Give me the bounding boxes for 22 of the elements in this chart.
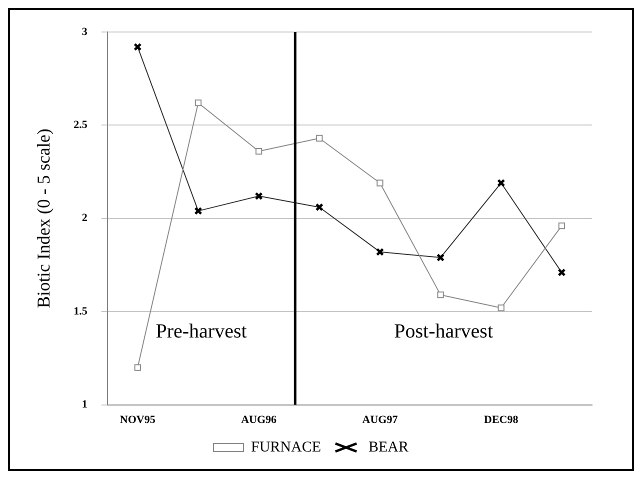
- point: [498, 304, 504, 312]
- point: [134, 364, 141, 371]
- point: [255, 148, 262, 155]
- y-tick-label: 2: [82, 212, 88, 224]
- point: [437, 291, 444, 298]
- y-tick-label: 1: [82, 398, 88, 411]
- x-tick-label: NOV95: [120, 414, 156, 426]
- y-tick-label: 3: [82, 26, 88, 38]
- legend-label: FURNACE: [250, 439, 322, 456]
- annotation: Post-harvest: [394, 320, 494, 342]
- annotation: Pre-harvest: [156, 320, 248, 342]
- point: [558, 222, 566, 230]
- y-tick-label: 1.5: [74, 305, 88, 318]
- legend-label: BEAR: [368, 439, 409, 456]
- y-tick-label: 2.5: [74, 119, 88, 132]
- x-tick-label: AUG97: [362, 414, 398, 426]
- point: [376, 180, 384, 186]
- x-tick-label: DEC98: [484, 414, 519, 426]
- point: [194, 100, 202, 106]
- x-tick-label: AUG96: [241, 414, 278, 426]
- point: [316, 134, 323, 142]
- y-axis-title: Biotic Index (0 - 5 scale): [34, 128, 54, 308]
